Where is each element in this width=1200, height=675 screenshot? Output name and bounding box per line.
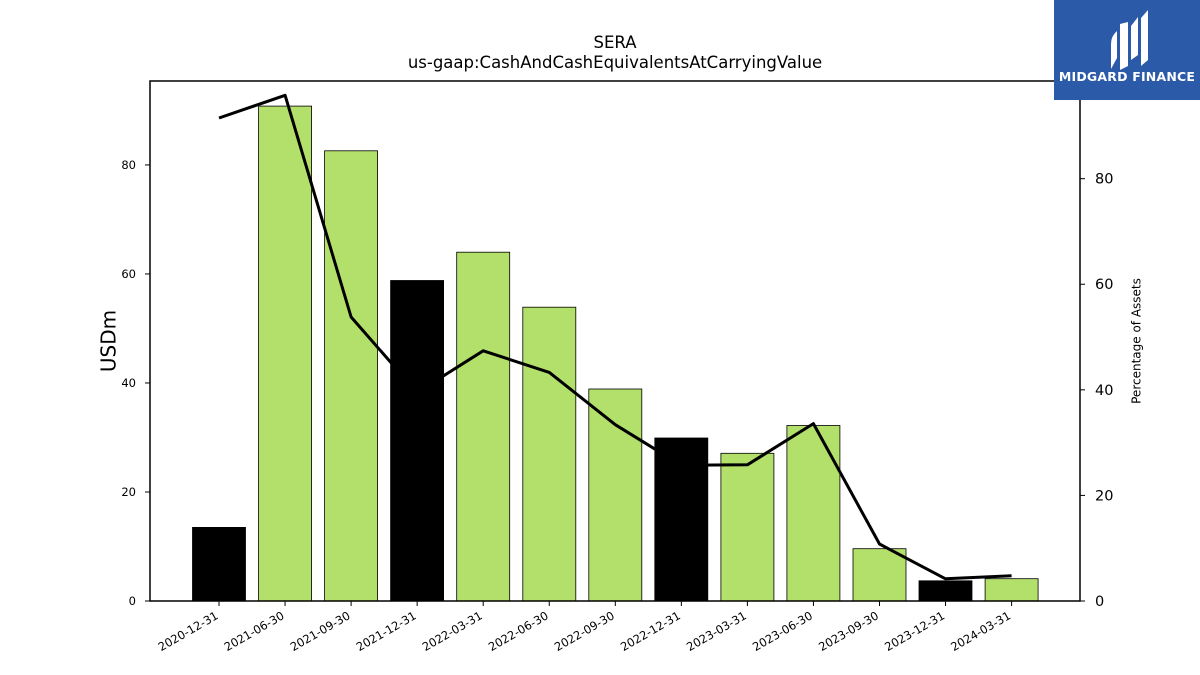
y2-tick-label: 0 [1095,594,1104,610]
x-tick-label: 2021-06-30 [222,608,287,654]
logo-mark-icon [1111,10,1148,70]
y-tick-label: 20 [121,485,136,499]
bar [324,150,379,602]
y2-tick-label: 20 [1095,488,1113,504]
y2-tick-label: 80 [1095,172,1113,188]
x-tick-label: 2024-03-31 [948,608,1013,654]
x-tick-label: 2022-03-31 [420,608,485,654]
percentage-line [218,93,1012,581]
chart-subtitle: us-gaap:CashAndCashEquivalentsAtCarrying… [408,53,822,72]
y2-axis-ticks: 0 20 40 60 80 [1080,172,1113,610]
x-tick-label: 2022-06-30 [486,608,551,654]
x-tick-label: 2022-12-31 [618,608,683,654]
x-tick-label: 2021-12-31 [354,608,419,654]
bar [588,388,643,602]
chart-title: SERA [594,33,638,52]
bar [984,578,1039,602]
y-tick-label: 0 [129,594,136,608]
logo-text: MIDGARD FINANCE [1058,69,1196,84]
y2-tick-label: 60 [1095,277,1113,293]
x-tick-label: 2021-09-30 [288,608,353,654]
bar [522,306,577,602]
brand-logo: MIDGARD FINANCE [1054,0,1200,100]
bar [390,280,445,602]
y-tick-label: 80 [121,158,136,172]
y-axis-ticks: 0 20 40 60 80 [121,158,150,608]
y-tick-label: 40 [121,376,136,390]
x-tick-label: 2020-12-31 [156,608,221,654]
x-tick-label: 2023-03-31 [684,608,749,654]
y2-axis-label: Percentage of Assets [1130,278,1144,404]
x-tick-label: 2023-09-30 [816,608,881,654]
bar [918,580,973,602]
bar [720,452,775,602]
y-axis-label: USDm [97,310,121,372]
bar [258,105,313,602]
bar [654,437,709,602]
y2-tick-label: 40 [1095,383,1113,399]
x-axis-ticks: 2020-12-31 2021-06-30 2021-09-30 2021-12-31… [156,601,1013,654]
line-layer [218,93,1012,581]
bar [192,527,246,602]
x-tick-label: 2023-12-31 [882,608,947,654]
bar [786,425,841,602]
x-tick-label: 2022-09-30 [552,608,617,654]
bars-layer [192,105,1039,602]
x-tick-label: 2023-06-30 [750,608,815,654]
bar [852,548,907,602]
bar [456,251,511,602]
y-tick-label: 60 [121,267,136,281]
